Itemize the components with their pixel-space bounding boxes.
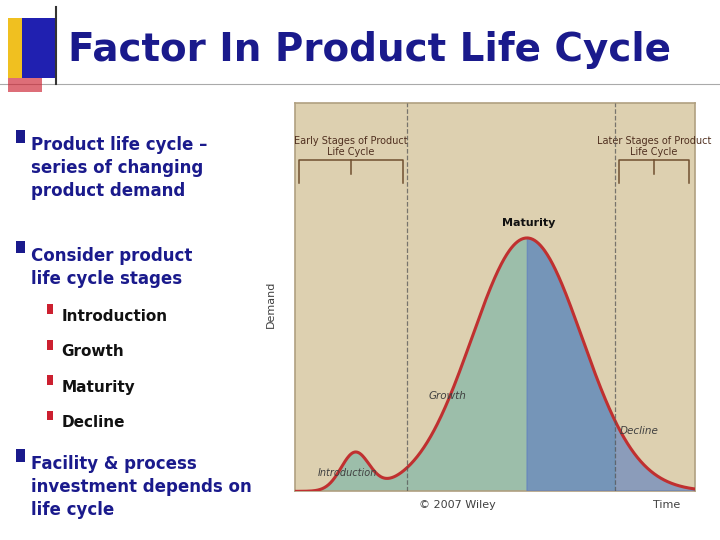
Text: Decline: Decline (62, 415, 125, 430)
Text: Demand: Demand (266, 280, 276, 328)
Text: Product life cycle –
series of changing
product demand: Product life cycle – series of changing … (32, 136, 208, 200)
Text: Introduction: Introduction (62, 309, 168, 324)
Bar (8, 18, 42, 78)
Text: Factor In Product Life Cycle: Factor In Product Life Cycle (68, 31, 671, 69)
Text: Maturity: Maturity (503, 219, 556, 228)
Text: Time: Time (653, 500, 680, 510)
Bar (17, 130, 24, 143)
Bar (47, 410, 53, 420)
Bar (8, 62, 42, 112)
Text: Decline: Decline (620, 426, 659, 436)
Text: Maturity: Maturity (62, 380, 135, 395)
Polygon shape (295, 238, 615, 491)
Text: Facility & process
investment depends on
life cycle: Facility & process investment depends on… (32, 455, 252, 519)
Text: Growth: Growth (428, 392, 466, 401)
Bar (17, 449, 24, 462)
Bar (22, 18, 56, 78)
Bar (47, 305, 53, 314)
Text: © 2007 Wiley: © 2007 Wiley (419, 500, 495, 510)
Bar (47, 340, 53, 349)
Bar (17, 241, 24, 253)
Text: Introduction: Introduction (318, 468, 377, 477)
Bar (47, 375, 53, 385)
Polygon shape (527, 238, 695, 491)
Text: Later Stages of Product
Life Cycle: Later Stages of Product Life Cycle (597, 136, 711, 157)
Text: Consider product
life cycle stages: Consider product life cycle stages (32, 247, 193, 288)
Text: Early Stages of Product
Life Cycle: Early Stages of Product Life Cycle (294, 136, 408, 157)
Text: Growth: Growth (62, 344, 125, 359)
